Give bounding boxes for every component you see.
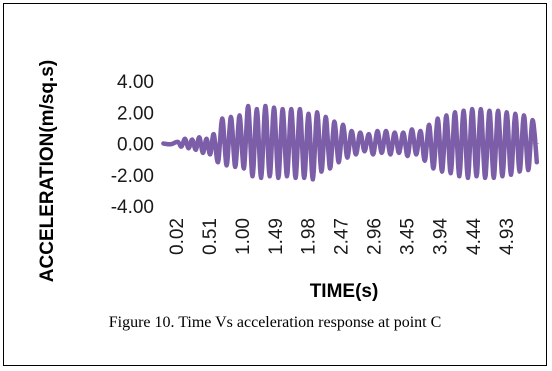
- x-tick-label: 3.45: [398, 218, 419, 255]
- x-tick-label: 1.00: [233, 218, 254, 255]
- y-axis-title: ACCELERATION(m/sq.s): [37, 60, 58, 282]
- x-tick-label: 1.49: [266, 218, 287, 255]
- y-tick-label: -4.00: [111, 197, 154, 218]
- x-tick-label: 0.02: [167, 218, 188, 255]
- y-tick-label: 4.00: [117, 72, 154, 93]
- series-line: [161, 103, 540, 182]
- figure-frame: 4.00 2.00 0.00 -2.00 -4.00 0.02 0.51 1.00 1.49 1…: [3, 3, 547, 366]
- x-tick-label: 2.47: [332, 218, 353, 255]
- y-tick-label: -2.00: [111, 166, 154, 187]
- acceleration-chart: 4.00 2.00 0.00 -2.00 -4.00 0.02 0.51 1.00 1.49 1…: [37, 60, 540, 302]
- x-tick-label: 4.44: [464, 218, 485, 255]
- y-axis-ticks: 4.00 2.00 0.00 -2.00 -4.00: [111, 72, 154, 218]
- x-tick-label: 3.94: [430, 218, 451, 255]
- x-tick-label: 0.51: [200, 218, 221, 255]
- x-tick-label: 4.93: [497, 218, 518, 255]
- x-axis-title: TIME(s): [310, 281, 379, 302]
- x-axis-ticks: 0.02 0.51 1.00 1.49 1.98 2.47 2.96 3.45 3.94 4.44…: [167, 218, 518, 255]
- x-tick-label: 2.96: [365, 218, 386, 255]
- figure-caption: Figure 10. Time Vs acceleration response…: [108, 314, 442, 331]
- y-tick-label: 2.00: [117, 103, 154, 124]
- y-tick-label: 0.00: [117, 135, 154, 156]
- x-tick-label: 1.98: [299, 218, 320, 255]
